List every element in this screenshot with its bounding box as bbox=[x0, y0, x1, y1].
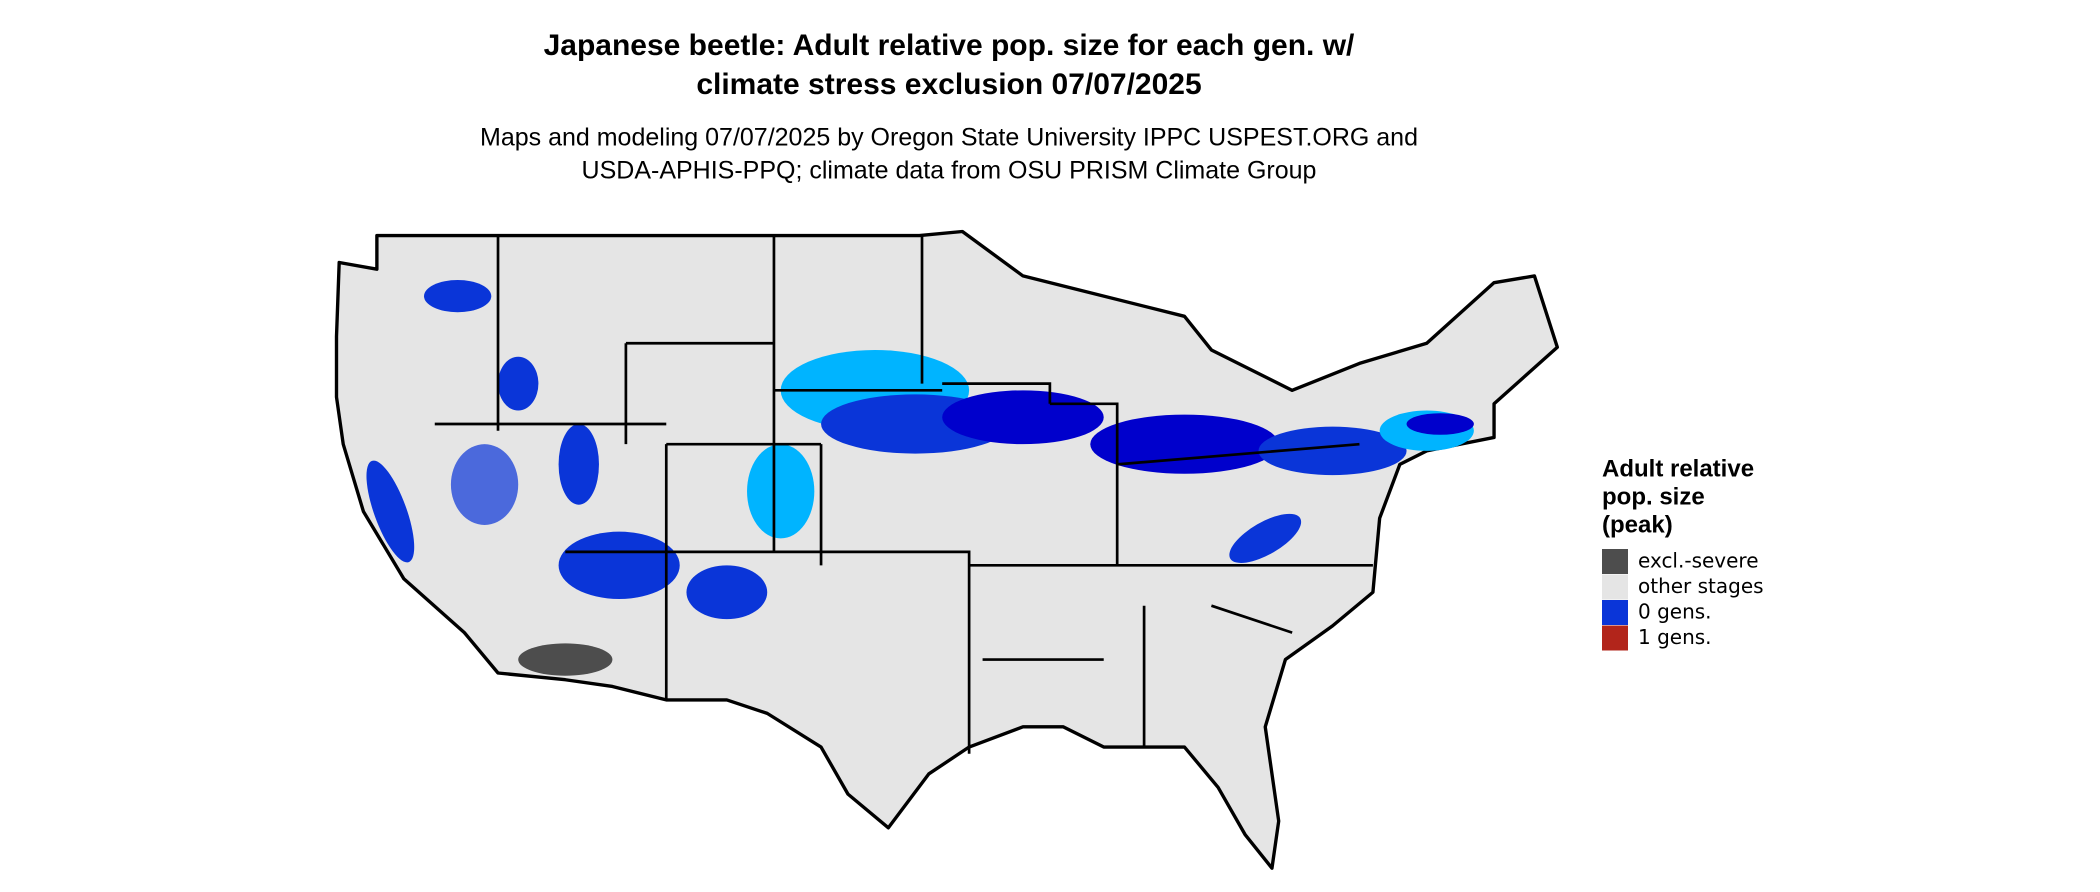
subtitle: USDA-APHIS-PPQ; climate data from OSU PR… bbox=[582, 157, 1317, 185]
legend-title: pop. size bbox=[1602, 483, 1705, 510]
map bbox=[334, 229, 1560, 870]
legend-swatch bbox=[1602, 574, 1628, 600]
legend-title: (peak) bbox=[1602, 511, 1673, 538]
legend-label: 1 gens. bbox=[1638, 625, 1712, 649]
legend-label: other stages bbox=[1638, 574, 1764, 598]
us-outline bbox=[334, 229, 1560, 870]
title: climate stress exclusion 07/07/2025 bbox=[696, 68, 1201, 101]
legend-title: Adult relative bbox=[1602, 455, 1754, 482]
legend-swatch bbox=[1602, 549, 1628, 574]
legend-label: excl.-severe bbox=[1638, 549, 1759, 573]
legend-swatch bbox=[1602, 600, 1628, 625]
state-borders bbox=[434, 235, 1373, 754]
legend-label: 0 gens. bbox=[1638, 600, 1712, 624]
subtitle: Maps and modeling 07/07/2025 by Oregon S… bbox=[480, 124, 1418, 152]
texts: Japanese beetle: Adult relative pop. siz… bbox=[480, 29, 1418, 185]
legend-swatch bbox=[1602, 625, 1628, 651]
title: Japanese beetle: Adult relative pop. siz… bbox=[544, 29, 1355, 62]
blue-areas bbox=[366, 279, 1474, 676]
